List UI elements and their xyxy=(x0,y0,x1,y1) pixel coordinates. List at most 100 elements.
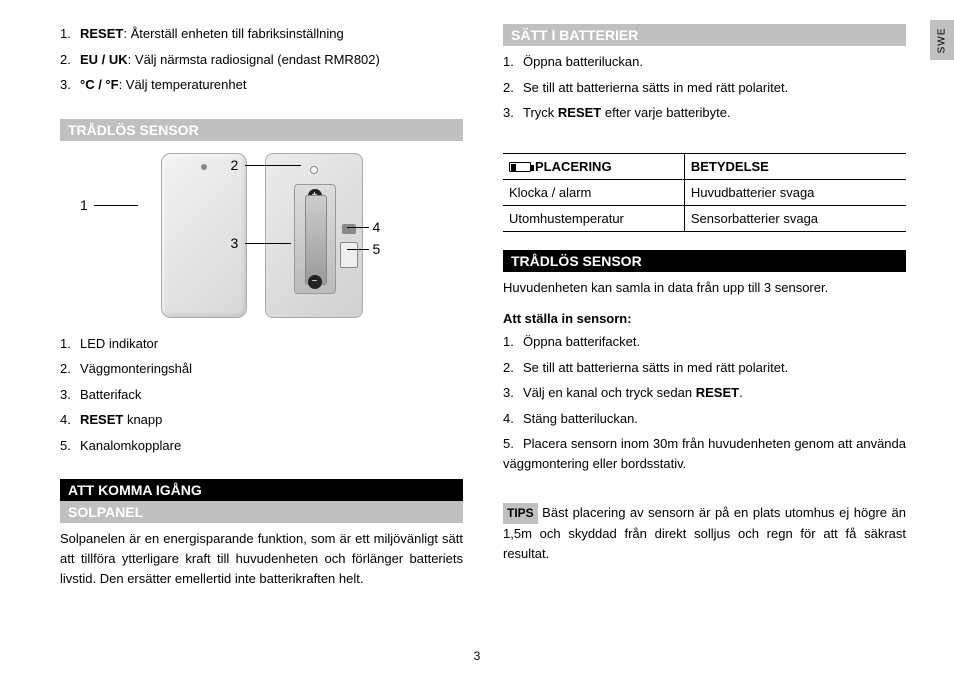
item-bold: RESET xyxy=(80,26,123,41)
item-number: 1. xyxy=(60,334,80,354)
item-text: Placera sensorn inom 30m från huvudenhet… xyxy=(503,436,906,471)
item-tail: knapp xyxy=(123,412,162,427)
list-item: 3.°C / °F: Välj temperaturenhet xyxy=(60,75,463,95)
list-item: 4.RESET knapp xyxy=(60,410,463,430)
right-column: SÄTT I BATTERIER 1.Öppna batteriluckan. … xyxy=(503,24,906,634)
section-heading-solpanel: SOLPANEL xyxy=(60,501,463,523)
table-row: PLACERING BETYDELSE xyxy=(503,153,906,179)
item-bold: °C / °F xyxy=(80,77,119,92)
callout-label: 1 xyxy=(80,197,88,213)
item-text: Kanalomkopplare xyxy=(80,438,181,453)
callout-line xyxy=(347,227,369,228)
callout-label: 2 xyxy=(231,157,239,173)
item-tail: . xyxy=(739,385,743,400)
left-column: 1.RESET: Återställ enheten till fabriksi… xyxy=(60,24,463,634)
list-item: 1.Öppna batteriluckan. xyxy=(503,52,906,72)
list-item: 3.Batterifack xyxy=(60,385,463,405)
item-text: Batterifack xyxy=(80,387,141,402)
top-options-list: 1.RESET: Återställ enheten till fabriksi… xyxy=(60,24,463,101)
item-text: Stäng batteriluckan. xyxy=(523,411,638,426)
section-heading-sensor2: TRÅDLÖS SENSOR xyxy=(503,250,906,272)
list-item: 3.Välj en kanal och tryck sedan RESET. xyxy=(503,383,906,403)
table-cell: Huvudbatterier svaga xyxy=(684,179,906,205)
sensor-diagram: 1 + − 2 xyxy=(60,153,463,318)
item-text: : Återställ enheten till fabriksinställn… xyxy=(123,26,343,41)
section-heading-batteries: SÄTT I BATTERIER xyxy=(503,24,906,46)
sensor2-subhead: Att ställa in sensorn: xyxy=(503,311,906,326)
table-cell: Utomhustemperatur xyxy=(503,205,684,231)
item-text: Öppna batteriluckan. xyxy=(523,54,643,69)
battery-meaning-table: PLACERING BETYDELSE Klocka / alarm Huvud… xyxy=(503,153,906,232)
item-number: 1. xyxy=(60,24,80,44)
sensor-back-unit: + − 2 3 xyxy=(265,153,363,318)
list-item: 1.LED indikator xyxy=(60,334,463,354)
table-header-placement: PLACERING xyxy=(503,153,684,179)
tips-badge: TIPS xyxy=(503,503,538,524)
section-heading-getting-started: ATT KOMMA IGÅNG xyxy=(60,479,463,501)
sensor2-intro: Huvudenheten kan samla in data från upp … xyxy=(503,278,906,298)
item-number: 1. xyxy=(503,332,523,352)
section-heading-sensor: TRÅDLÖS SENSOR xyxy=(60,119,463,141)
list-item: 2.EU / UK: Välj närmsta radiosignal (end… xyxy=(60,50,463,70)
item-number: 3. xyxy=(60,75,80,95)
language-tab: SWE xyxy=(930,20,954,60)
sensor-setup-list: 1.Öppna batterifacket. 2.Se till att bat… xyxy=(503,332,906,479)
item-number: 2. xyxy=(60,50,80,70)
item-number: 2. xyxy=(503,78,523,98)
battery-compartment: + − xyxy=(294,184,336,294)
callout-line xyxy=(347,249,369,250)
callout-label: 3 xyxy=(231,235,239,251)
item-pre: Tryck xyxy=(523,105,558,120)
table-row: Utomhustemperatur Sensorbatterier svaga xyxy=(503,205,906,231)
item-text: : Välj närmsta radiosignal (endast RMR80… xyxy=(128,52,380,67)
table-row: Klocka / alarm Huvudbatterier svaga xyxy=(503,179,906,205)
item-text: Se till att batterierna sätts in med rät… xyxy=(523,80,788,95)
list-item: 1.Öppna batterifacket. xyxy=(503,332,906,352)
item-number: 4. xyxy=(60,410,80,430)
item-pre: Välj en kanal och tryck sedan xyxy=(523,385,696,400)
list-item: 2.Väggmonteringshål xyxy=(60,359,463,379)
item-text: Öppna batterifacket. xyxy=(523,334,640,349)
item-text: : Välj temperaturenhet xyxy=(119,77,247,92)
table-header-meaning: BETYDELSE xyxy=(684,153,906,179)
list-item: 2.Se till att batterierna sätts in med r… xyxy=(503,358,906,378)
battery-steps-list: 1.Öppna batteriluckan. 2.Se till att bat… xyxy=(503,52,906,129)
list-item: 1.RESET: Återställ enheten till fabriksi… xyxy=(60,24,463,44)
battery-icon xyxy=(305,195,327,285)
page-number: 3 xyxy=(474,649,481,663)
item-number: 2. xyxy=(503,358,523,378)
item-bold: RESET xyxy=(558,105,601,120)
item-bold: EU / UK xyxy=(80,52,128,67)
solpanel-text: Solpanelen är en energisparande funktion… xyxy=(60,529,463,589)
sensor-back: + − xyxy=(265,153,363,318)
item-number: 1. xyxy=(503,52,523,72)
callout-label: 5 xyxy=(373,241,381,257)
item-text: LED indikator xyxy=(80,336,158,351)
list-item: 3.Tryck RESET efter varje batteribyte. xyxy=(503,103,906,123)
mount-hole-icon xyxy=(310,166,318,174)
list-item: 4.Stäng batteriluckan. xyxy=(503,409,906,429)
callout-line xyxy=(94,205,138,206)
item-text: Väggmonteringshål xyxy=(80,361,192,376)
channel-switch-icon xyxy=(340,242,358,268)
list-item: 2.Se till att batterierna sätts in med r… xyxy=(503,78,906,98)
header-text: PLACERING xyxy=(535,159,612,174)
table-cell: Klocka / alarm xyxy=(503,179,684,205)
page-columns: 1.RESET: Återställ enheten till fabriksi… xyxy=(60,24,906,634)
item-number: 5. xyxy=(503,434,523,454)
item-tail: efter varje batteribyte. xyxy=(601,105,730,120)
item-text: Se till att batterierna sätts in med rät… xyxy=(523,360,788,375)
list-item: 5.Kanalomkopplare xyxy=(60,436,463,456)
sensor-parts-list: 1.LED indikator 2.Väggmonteringshål 3.Ba… xyxy=(60,334,463,462)
callout-label: 4 xyxy=(373,219,381,235)
item-bold: RESET xyxy=(696,385,739,400)
tips-text: Bäst placering av sensorn är på en plats… xyxy=(503,505,906,561)
item-bold: RESET xyxy=(80,412,123,427)
table-cell: Sensorbatterier svaga xyxy=(684,205,906,231)
polarity-minus-icon: − xyxy=(308,275,322,289)
language-tab-text: SWE xyxy=(937,27,948,53)
item-number: 2. xyxy=(60,359,80,379)
tips-paragraph: TIPS Bäst placering av sensorn är på en … xyxy=(503,503,906,564)
callout-line xyxy=(245,243,291,244)
item-number: 3. xyxy=(503,383,523,403)
